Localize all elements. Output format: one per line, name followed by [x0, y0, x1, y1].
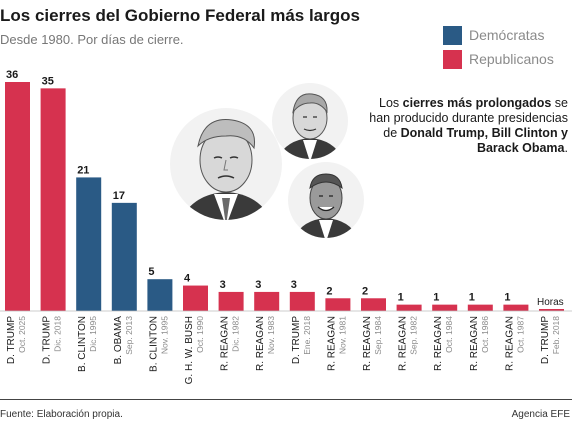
bar-president-label-4: B. CLINTON — [148, 316, 159, 372]
bar-date-label-5: Oct. 1990 — [195, 316, 205, 353]
obama-portrait-icon — [288, 162, 364, 238]
bar-president-label-14: R. REAGAN — [504, 316, 515, 371]
annotation-bold1: cierres más prolongados — [402, 96, 552, 110]
bar-date-label-9: Nov. 1981 — [337, 316, 347, 354]
chart-title: Los cierres del Gobierno Federal más lar… — [0, 6, 360, 25]
bar-date-label-13: Oct. 1986 — [480, 316, 490, 353]
bar-value-label-7: 3 — [255, 279, 261, 291]
bar-president-label-1: D. TRUMP — [42, 316, 53, 364]
bar-date-label-8: Ene. 2018 — [302, 316, 312, 355]
bar-value-label-14: 1 — [504, 292, 510, 304]
bar-5 — [183, 285, 208, 311]
bar-president-label-3: B. OBAMA — [113, 316, 124, 365]
annotation-part3: . — [564, 141, 568, 155]
bar-value-label-3: 17 — [113, 190, 125, 202]
bar-2 — [76, 177, 102, 311]
bar-date-label-12: Oct. 1984 — [444, 316, 454, 353]
bar-date-label-11: Sep. 1982 — [409, 316, 419, 355]
legend-swatch-republicans — [443, 49, 462, 69]
bar-value-label-13: 1 — [469, 292, 475, 304]
bar-president-label-10: R. REAGAN — [362, 316, 373, 371]
bar-date-label-3: Sep. 2013 — [124, 316, 134, 355]
bar-president-label-6: R. REAGAN — [220, 316, 231, 371]
legend-item-democrats: Demócratas — [443, 24, 554, 46]
bar-value-label-5: 4 — [184, 273, 191, 285]
annotation-part2: se han producido durante presidencias de — [369, 96, 568, 140]
bar-date-label-15: Feb. 2018 — [551, 316, 561, 355]
legend-swatch-democrats — [443, 25, 462, 45]
bar-13 — [467, 304, 493, 311]
bar-value-label-8: 3 — [291, 279, 297, 291]
clinton-portrait-icon — [272, 83, 348, 159]
bar-value-label-12: 1 — [433, 292, 439, 304]
bar-president-label-13: R. REAGAN — [469, 316, 480, 371]
bar-value-label-15: Horas — [537, 297, 564, 308]
chart-subtitle: Desde 1980. Por días de cierre. — [0, 32, 184, 47]
bar-8 — [289, 291, 315, 311]
bar-president-label-8: D. TRUMP — [291, 316, 302, 364]
bar-date-label-14: Oct. 1987 — [515, 316, 525, 353]
bar-15 — [539, 309, 564, 311]
bar-date-label-7: Nov. 1983 — [266, 316, 276, 354]
bar-6 — [218, 291, 244, 311]
bar-date-label-10: Sep. 1984 — [373, 316, 383, 355]
bar-9 — [325, 298, 351, 311]
footer-divider — [0, 399, 572, 400]
legend-label-democrats: Demócratas — [469, 27, 545, 43]
source-text: Fuente: Elaboración propia. — [0, 409, 123, 420]
annotation-text: Los cierres más prolongados se han produ… — [358, 96, 568, 156]
bar-1 — [40, 88, 66, 311]
annotation-part1: Los — [379, 96, 403, 110]
bar-0 — [5, 82, 30, 311]
annotation-bold2: Donald Trump, Bill Clinton y Barack Obam… — [400, 126, 568, 155]
bar-10 — [361, 298, 386, 311]
bar-president-label-2: B. CLINTON — [77, 316, 88, 372]
bar-president-label-12: R. REAGAN — [433, 316, 444, 371]
bar-value-label-10: 2 — [362, 285, 368, 297]
trump-portrait-icon — [170, 108, 282, 220]
credit-text: Agencia EFE — [511, 409, 570, 420]
bar-date-label-4: Nov. 1995 — [159, 316, 169, 354]
bar-president-label-9: R. REAGAN — [326, 316, 337, 371]
bar-date-label-6: Dic. 1982 — [231, 316, 241, 352]
bar-value-label-11: 1 — [398, 292, 404, 304]
bar-value-label-9: 2 — [326, 285, 332, 297]
bar-date-label-0: Oct. 2025 — [17, 316, 27, 353]
bar-7 — [254, 291, 280, 311]
bar-date-label-2: Dic. 1995 — [88, 316, 98, 352]
legend-item-republicans: Republicanos — [443, 48, 554, 70]
bar-value-label-1: 35 — [42, 75, 54, 87]
bar-11 — [396, 304, 422, 311]
bar-4 — [147, 279, 173, 311]
bar-president-label-5: G. H. W. BUSH — [184, 316, 195, 384]
bar-date-label-1: Dic. 2018 — [53, 316, 63, 352]
bar-value-label-2: 21 — [77, 164, 89, 176]
bar-president-label-0: D. TRUMP — [6, 316, 17, 364]
bar-value-label-6: 3 — [220, 279, 226, 291]
bar-14 — [503, 304, 529, 311]
bar-president-label-7: R. REAGAN — [255, 316, 266, 371]
bar-12 — [432, 304, 458, 311]
bar-president-label-15: D. TRUMP — [540, 316, 551, 364]
legend-label-republicans: Republicanos — [469, 51, 554, 67]
bar-3 — [111, 202, 137, 311]
bar-value-label-0: 36 — [6, 69, 18, 81]
bar-president-label-11: R. REAGAN — [398, 316, 409, 371]
legend: Demócratas Republicanos — [443, 24, 554, 72]
bar-value-label-4: 5 — [148, 266, 154, 278]
